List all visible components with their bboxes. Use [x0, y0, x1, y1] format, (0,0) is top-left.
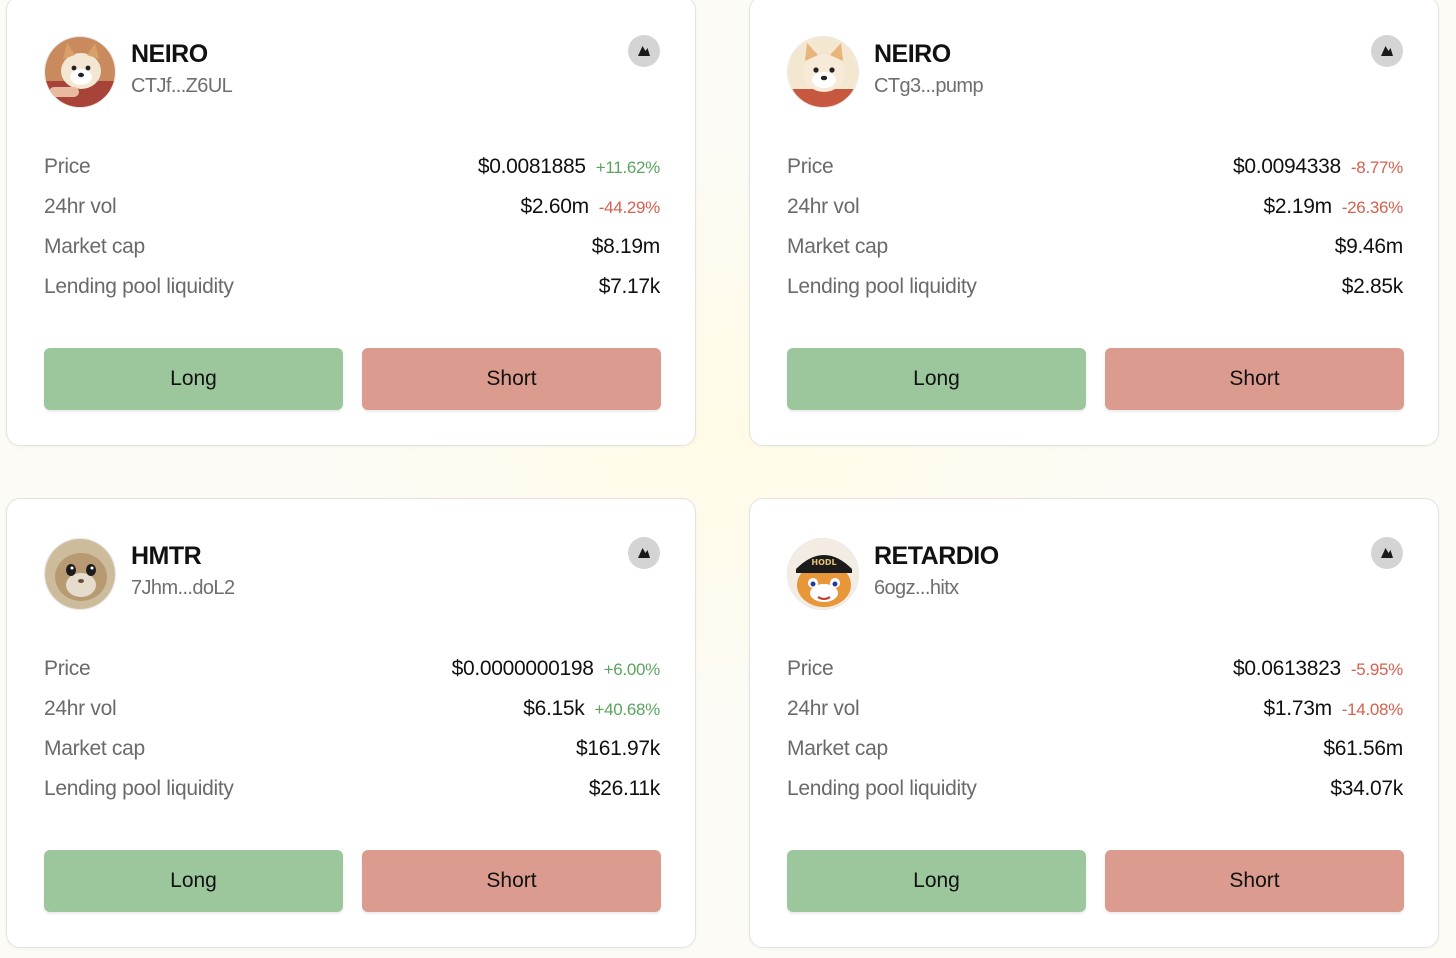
price-row: Price $0.0613823 -5.95%	[787, 657, 1403, 697]
price-row: Price $0.0081885 +11.62%	[44, 155, 660, 195]
stats-list: Price $0.0000000198 +6.00% 24hr vol $6.15…	[44, 657, 660, 817]
price-value: $0.0094338	[1232, 155, 1341, 178]
price-label: Price	[787, 155, 834, 178]
price-row: Price $0.0000000198 +6.00%	[44, 657, 660, 697]
token-address[interactable]: 7Jhm...doL2	[131, 577, 235, 599]
market-cap-value: $161.97k	[575, 737, 660, 760]
volume-row: 24hr vol $6.15k +40.68%	[44, 697, 660, 737]
market-cap-value: $9.46m	[1334, 235, 1404, 258]
liquidity-value: $2.85k	[1341, 275, 1404, 298]
volume-value: $6.15k	[523, 697, 585, 720]
hodl-cap-cat-avatar: HODL	[787, 538, 859, 610]
volume-value: $2.60m	[520, 195, 590, 218]
market-cap-label: Market cap	[787, 737, 888, 760]
token-card: HMTR 7Jhm...doL2 Price $0.0000000198 +6.0…	[6, 498, 696, 948]
price-change: +6.00%	[603, 660, 661, 679]
token-card: NEIRO CTJf...Z6UL Price $0.0081885 +11.62…	[6, 0, 696, 446]
volume-row: 24hr vol $1.73m -14.08%	[787, 697, 1403, 737]
market-cap-value: $61.56m	[1323, 737, 1403, 760]
chart-icon[interactable]	[1371, 537, 1403, 569]
liquidity-label: Lending pool liquidity	[44, 275, 234, 298]
chart-icon[interactable]	[628, 35, 660, 67]
volume-change: -14.08%	[1341, 700, 1404, 719]
liquidity-row: Lending pool liquidity $7.17k	[44, 275, 660, 315]
liquidity-row: Lending pool liquidity $2.85k	[787, 275, 1403, 315]
token-address[interactable]: CTg3...pump	[874, 75, 984, 97]
token-address[interactable]: CTJf...Z6UL	[131, 75, 233, 97]
hodl-cap-text: HODL	[811, 558, 836, 567]
market-cap-row: Market cap $8.19m	[44, 235, 660, 275]
token-address[interactable]: 6ogz...hitx	[874, 577, 959, 599]
liquidity-value: $26.11k	[588, 777, 660, 800]
stats-list: Price $0.0081885 +11.62% 24hr vol $2.60m -…	[44, 155, 660, 315]
market-cap-label: Market cap	[44, 235, 145, 258]
short-button[interactable]: Short	[1105, 850, 1404, 912]
price-row: Price $0.0094338 -8.77%	[787, 155, 1403, 195]
token-card: NEIRO CTg3...pump Price $0.0094338 -8.77%…	[749, 0, 1439, 446]
market-cap-row: Market cap $61.56m	[787, 737, 1403, 777]
chart-icon[interactable]	[1371, 35, 1403, 67]
chart-icon[interactable]	[628, 537, 660, 569]
liquidity-row: Lending pool liquidity $26.11k	[44, 777, 660, 817]
volume-change: +40.68%	[594, 700, 661, 719]
volume-label: 24hr vol	[787, 697, 860, 720]
price-change: -8.77%	[1350, 158, 1403, 177]
price-change: -5.95%	[1350, 660, 1403, 679]
liquidity-label: Lending pool liquidity	[44, 777, 234, 800]
token-name: HMTR	[131, 542, 202, 570]
price-change: +11.62%	[595, 158, 661, 177]
stats-list: Price $0.0094338 -8.77% 24hr vol $2.19m -2…	[787, 155, 1403, 315]
volume-row: 24hr vol $2.60m -44.29%	[44, 195, 660, 235]
shiba-dog-avatar	[44, 36, 116, 108]
liquidity-value: $34.07k	[1330, 777, 1403, 800]
volume-value: $2.19m	[1263, 195, 1333, 218]
token-card: HODL RETARDIO 6ogz...hitx Price $0.06138…	[749, 498, 1439, 948]
liquidity-label: Lending pool liquidity	[787, 275, 977, 298]
long-button[interactable]: Long	[787, 850, 1086, 912]
token-name: RETARDIO	[874, 542, 999, 570]
price-label: Price	[44, 657, 91, 680]
market-cap-label: Market cap	[787, 235, 888, 258]
volume-value: $1.73m	[1263, 697, 1333, 720]
liquidity-value: $7.17k	[598, 275, 661, 298]
short-button[interactable]: Short	[362, 850, 661, 912]
volume-label: 24hr vol	[44, 195, 117, 218]
price-value: $0.0000000198	[451, 657, 594, 680]
volume-row: 24hr vol $2.19m -26.36%	[787, 195, 1403, 235]
liquidity-label: Lending pool liquidity	[787, 777, 977, 800]
long-button[interactable]: Long	[44, 348, 343, 410]
long-button[interactable]: Long	[44, 850, 343, 912]
long-button[interactable]: Long	[787, 348, 1086, 410]
market-cap-row: Market cap $161.97k	[44, 737, 660, 777]
hamster-avatar	[44, 538, 116, 610]
token-name: NEIRO	[874, 40, 951, 68]
volume-label: 24hr vol	[787, 195, 860, 218]
volume-change: -26.36%	[1341, 198, 1404, 217]
stats-list: Price $0.0613823 -5.95% 24hr vol $1.73m -1…	[787, 657, 1403, 817]
volume-change: -44.29%	[598, 198, 661, 217]
liquidity-row: Lending pool liquidity $34.07k	[787, 777, 1403, 817]
short-button[interactable]: Short	[362, 348, 661, 410]
short-button[interactable]: Short	[1105, 348, 1404, 410]
token-name: NEIRO	[131, 40, 208, 68]
shiba-dog-avatar	[787, 36, 859, 108]
market-cap-row: Market cap $9.46m	[787, 235, 1403, 275]
market-cap-value: $8.19m	[591, 235, 661, 258]
price-value: $0.0081885	[477, 155, 586, 178]
price-label: Price	[44, 155, 91, 178]
market-cap-label: Market cap	[44, 737, 145, 760]
volume-label: 24hr vol	[44, 697, 117, 720]
price-label: Price	[787, 657, 834, 680]
price-value: $0.0613823	[1232, 657, 1341, 680]
